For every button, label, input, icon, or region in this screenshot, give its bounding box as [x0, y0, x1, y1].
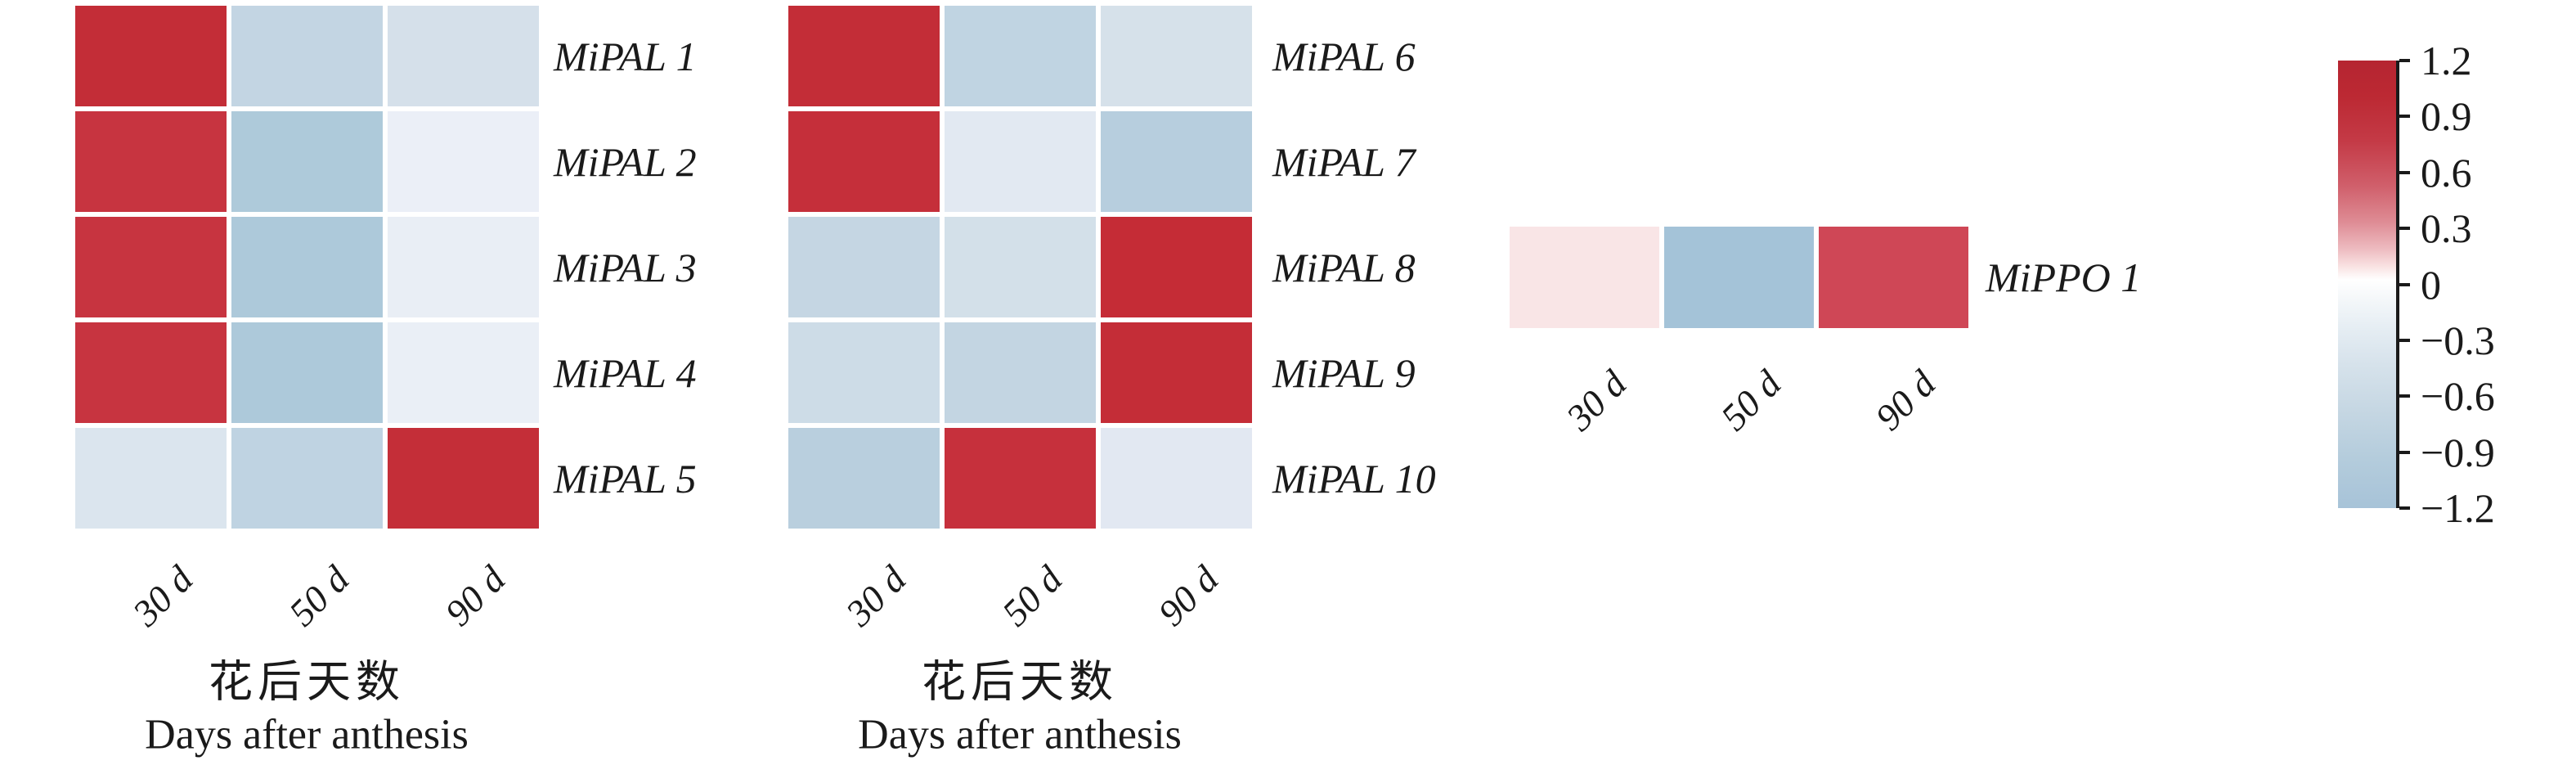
colorbar-tick-mark: [2399, 227, 2410, 231]
heatmap-cell: [75, 428, 227, 529]
heatmap-cell: [945, 217, 1096, 317]
heatmap-cell: [1101, 111, 1252, 212]
heatmap-cell: [231, 111, 383, 212]
x-tick-label: 30 d: [124, 557, 201, 634]
colorbar-tick-label: 1.2: [2421, 38, 2472, 83]
heatmap-cell: [1664, 227, 1814, 328]
heatmap-cell: [788, 111, 940, 212]
x-tick-label: 30 d: [1558, 362, 1635, 439]
heatmap-cell: [1101, 322, 1252, 423]
heatmap-cell: [1101, 217, 1252, 317]
x-tick-label: 50 d: [1712, 362, 1789, 439]
gene-row-label: MiPAL 3: [554, 244, 697, 290]
x-axis-title-zh: 花后天数: [209, 657, 405, 707]
colorbar-tick-label: 0: [2421, 261, 2441, 308]
heatmap-cell: [788, 6, 940, 106]
colorbar-tick-label: −0.6: [2421, 373, 2495, 420]
heatmap-cell: [1510, 227, 1659, 328]
heatmap-cell: [388, 322, 539, 423]
heatmap-cell: [945, 428, 1096, 529]
gene-row-label: MiPAL 1: [554, 33, 697, 79]
heatmap-cell: [75, 217, 227, 317]
x-tick-label: 90 d: [1867, 362, 1944, 439]
heatmap-cell: [788, 217, 940, 317]
gene-row-label: MiPAL 7: [1272, 138, 1416, 185]
x-tick-label: 90 d: [437, 557, 514, 634]
heatmap-cell: [788, 428, 940, 529]
heatmap-cell: [945, 111, 1096, 212]
colorbar-tick-mark: [2399, 450, 2410, 454]
colorbar-tick-label: 0.3: [2421, 205, 2472, 252]
heatmap-cell: [388, 217, 539, 317]
colorbar-tick-label: −1.2: [2421, 485, 2495, 531]
colorbar-tick-mark: [2399, 338, 2410, 342]
gene-row-label: MiPAL 9: [1272, 349, 1416, 396]
colorbar-tick-mark: [2399, 170, 2410, 174]
colorbar-tick-label: −0.3: [2421, 317, 2495, 363]
heatmap-cell: [788, 322, 940, 423]
colorbar-tick-label: 0.9: [2421, 93, 2472, 140]
gene-row-label: MiPAL 10: [1272, 455, 1436, 502]
heatmap-cell: [945, 6, 1096, 106]
heatmap-cell: [388, 6, 539, 106]
colorbar-tick-mark: [2399, 59, 2410, 62]
x-axis-title-zh: 花后天数: [922, 657, 1118, 707]
colorbar-tick-label: −0.9: [2421, 429, 2495, 475]
gene-row-label: MiPAL 6: [1272, 33, 1416, 79]
colorbar-tick-mark: [2399, 394, 2410, 398]
colorbar-tick-mark: [2399, 115, 2410, 119]
heatmap-cell: [231, 6, 383, 106]
x-tick-label: 90 d: [1150, 557, 1227, 634]
colorbar-tick-mark: [2399, 506, 2410, 510]
x-tick-label: 50 d: [994, 557, 1070, 634]
colorbar-gradient: [2338, 61, 2399, 508]
gene-row-label: MiPAL 8: [1272, 244, 1416, 290]
heatmap-cell: [388, 428, 539, 529]
gene-row-label: MiPAL 2: [554, 138, 697, 185]
x-tick-label: 30 d: [837, 557, 914, 634]
gene-row-label: MiPAL 5: [554, 455, 697, 502]
heatmap-cell: [1101, 428, 1252, 529]
x-axis-title-en: Days after anthesis: [858, 711, 1182, 758]
heatmap-cell: [75, 322, 227, 423]
colorbar-tick-mark: [2399, 282, 2410, 286]
x-axis-title-en: Days after anthesis: [145, 711, 469, 758]
heatmap-cell: [75, 6, 227, 106]
heatmap-cell: [231, 322, 383, 423]
heatmap-cell: [1819, 227, 1968, 328]
heatmap-cell: [75, 111, 227, 212]
colorbar-tick-label: 0.6: [2421, 149, 2472, 196]
heatmap-cell: [231, 217, 383, 317]
gene-row-label: MiPAL 4: [554, 349, 697, 396]
gene-row-label: MiPPO 1: [1986, 254, 2142, 300]
heatmap-cell: [945, 322, 1096, 423]
x-tick-label: 50 d: [280, 557, 357, 634]
heatmap-cell: [1101, 6, 1252, 106]
heatmap-cell: [388, 111, 539, 212]
heatmap-cell: [231, 428, 383, 529]
